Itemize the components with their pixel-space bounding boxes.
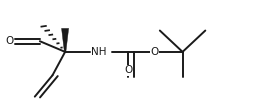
Text: NH: NH (91, 47, 107, 57)
Text: O: O (151, 47, 159, 57)
Text: O: O (124, 65, 132, 75)
Polygon shape (61, 28, 69, 52)
Text: O: O (5, 36, 13, 46)
